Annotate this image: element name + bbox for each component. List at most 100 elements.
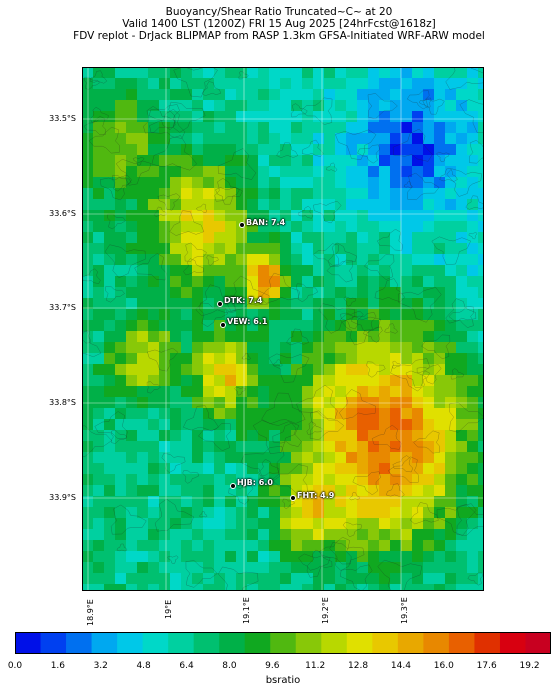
heatmap-cell xyxy=(291,155,303,167)
heatmap-cell xyxy=(346,529,358,541)
heatmap-cell xyxy=(258,430,270,442)
station-marker[interactable] xyxy=(217,301,223,307)
heatmap-cell xyxy=(258,122,270,134)
heatmap-cell xyxy=(379,133,391,145)
heatmap-cell xyxy=(137,166,149,178)
heatmap-cell xyxy=(93,584,105,591)
heatmap-cell xyxy=(346,122,358,134)
heatmap-cell xyxy=(192,320,204,332)
heatmap-cell xyxy=(368,89,380,101)
heatmap-cell xyxy=(104,529,116,541)
heatmap-cell xyxy=(324,452,336,464)
heatmap-cell xyxy=(423,353,435,365)
heatmap-cell xyxy=(170,562,182,574)
heatmap-cell xyxy=(148,353,160,365)
contour-line xyxy=(226,275,270,312)
heatmap-cell xyxy=(335,485,347,497)
heatmap-cell xyxy=(434,221,446,233)
heatmap-cell xyxy=(93,100,105,112)
heatmap-cell xyxy=(280,287,292,299)
heatmap-cell xyxy=(368,353,380,365)
heatmap-cell xyxy=(247,353,259,365)
heatmap-cell xyxy=(324,111,336,123)
heatmap-cell xyxy=(478,474,484,486)
heatmap-cell xyxy=(203,540,215,552)
contour-line xyxy=(326,162,338,172)
title-line-2: Valid 1400 LST (1200Z) FRI 15 Aug 2025 [… xyxy=(122,18,436,30)
heatmap-cell xyxy=(192,353,204,365)
station-marker[interactable] xyxy=(290,495,296,501)
heatmap-cell xyxy=(423,199,435,211)
heatmap-cell xyxy=(412,265,424,277)
heatmap-cell xyxy=(357,221,369,233)
heatmap-cell xyxy=(126,441,138,453)
colorbar-swatch xyxy=(448,632,476,654)
heatmap-cell xyxy=(104,67,116,79)
heatmap-cell xyxy=(324,463,336,475)
heatmap-cell xyxy=(423,551,435,563)
heatmap-cell xyxy=(291,430,303,442)
heatmap-cell xyxy=(192,342,204,354)
heatmap-cell xyxy=(115,298,127,310)
heatmap-cell xyxy=(137,562,149,574)
station-marker[interactable] xyxy=(239,222,245,228)
heatmap-cell xyxy=(357,243,369,255)
heatmap-cell xyxy=(258,232,270,244)
heatmap-cell xyxy=(104,375,116,387)
heatmap-cell xyxy=(390,144,402,156)
heatmap-cell xyxy=(115,309,127,321)
heatmap-cell xyxy=(115,221,127,233)
heatmap-cell xyxy=(192,474,204,486)
contour-line xyxy=(318,536,352,565)
heatmap-cell xyxy=(335,474,347,486)
heatmap-cell xyxy=(214,529,226,541)
station-marker[interactable] xyxy=(220,322,226,328)
station-marker[interactable] xyxy=(230,483,236,489)
heatmap-cell xyxy=(412,155,424,167)
heatmap-cell xyxy=(126,529,138,541)
contour-line xyxy=(409,502,439,525)
heatmap-cell xyxy=(335,551,347,563)
heatmap-cell xyxy=(192,133,204,145)
heatmap-cell xyxy=(269,210,281,222)
heatmap-cell xyxy=(236,430,248,442)
heatmap-cell xyxy=(148,243,160,255)
heatmap-cell xyxy=(423,144,435,156)
heatmap-cell xyxy=(313,364,325,376)
heatmap-cell xyxy=(357,463,369,475)
heatmap-cell xyxy=(236,386,248,398)
heatmap-cell xyxy=(478,188,484,200)
heatmap-cell xyxy=(192,419,204,431)
heatmap-cell xyxy=(104,133,116,145)
heatmap-cell xyxy=(181,111,193,123)
heatmap-cell xyxy=(203,89,215,101)
heatmap-cell xyxy=(291,364,303,376)
contour-line xyxy=(398,287,442,323)
heatmap-cell xyxy=(445,67,457,79)
heatmap-cell xyxy=(93,89,105,101)
contour-line xyxy=(173,67,218,98)
contour-line xyxy=(296,384,338,420)
heatmap-cell xyxy=(346,562,358,574)
heatmap-cell xyxy=(170,463,182,475)
heatmap-cell xyxy=(115,155,127,167)
heatmap-cell xyxy=(423,309,435,321)
heatmap-cell xyxy=(93,342,105,354)
heatmap-cell xyxy=(115,89,127,101)
heatmap-cell xyxy=(346,166,358,178)
heatmap-cell xyxy=(214,177,226,189)
heatmap-cell xyxy=(170,89,182,101)
heatmap-cell xyxy=(390,166,402,178)
heatmap-cell xyxy=(445,485,457,497)
heatmap-cell xyxy=(181,320,193,332)
heatmap-cell xyxy=(313,210,325,222)
heatmap-cell xyxy=(434,463,446,475)
heatmap-cell xyxy=(115,419,127,431)
heatmap-cell xyxy=(313,243,325,255)
heatmap-cell xyxy=(225,584,237,591)
heatmap-cell xyxy=(170,452,182,464)
heatmap-cell xyxy=(115,518,127,530)
heatmap-cell xyxy=(390,408,402,420)
heatmap-cell xyxy=(423,78,435,90)
lat-label: 33.8°S xyxy=(49,398,76,407)
